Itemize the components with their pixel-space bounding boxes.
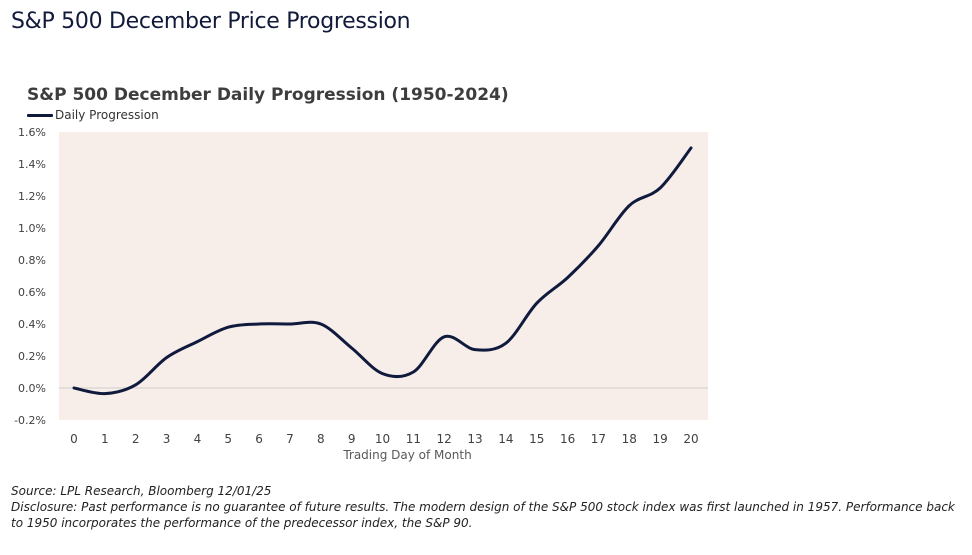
x-axis-label: Trading Day of Month [342, 448, 471, 462]
x-tick-label: 18 [622, 432, 637, 446]
x-tick-label: 15 [529, 432, 544, 446]
y-tick-label: 1.0% [18, 222, 46, 235]
source-note: Source: LPL Research, Bloomberg 12/01/25 [11, 484, 272, 498]
x-tick-label: 0 [70, 432, 78, 446]
x-tick-label: 5 [224, 432, 232, 446]
y-tick-label: 1.4% [18, 158, 46, 171]
x-tick-label: 6 [255, 432, 263, 446]
x-tick-label: 20 [683, 432, 698, 446]
y-tick-label: 1.6% [18, 126, 46, 139]
y-tick-label: 0.8% [18, 254, 46, 267]
x-tick-label: 17 [591, 432, 606, 446]
x-tick-label: 8 [317, 432, 325, 446]
x-tick-label: 2 [132, 432, 140, 446]
x-tick-label: 13 [467, 432, 482, 446]
plot-area [59, 132, 708, 420]
y-tick-label: 0.4% [18, 318, 46, 331]
disclosure-note: Disclosure: Past performance is no guara… [11, 500, 955, 530]
y-tick-label: 0.6% [18, 286, 46, 299]
x-tick-label: 9 [348, 432, 356, 446]
page-title: S&P 500 December Price Progression [11, 9, 411, 34]
x-tick-label: 16 [560, 432, 575, 446]
x-tick-label: 4 [194, 432, 202, 446]
chart-legend: Daily Progression [27, 108, 159, 122]
x-tick-label: 14 [498, 432, 513, 446]
y-tick-label: 0.0% [18, 382, 46, 395]
series-line-daily-progression [72, 146, 693, 396]
x-tick-label: 10 [375, 432, 390, 446]
y-tick-label: -0.2% [14, 414, 46, 427]
y-tick-label: 0.2% [18, 350, 46, 363]
x-tick-label: 3 [163, 432, 171, 446]
x-tick-label: 12 [437, 432, 452, 446]
legend-label: Daily Progression [55, 108, 159, 122]
legend-line-swatch [27, 113, 53, 117]
x-tick-label: 11 [406, 432, 421, 446]
y-tick-label: 1.2% [18, 190, 46, 203]
x-tick-label: 1 [101, 432, 109, 446]
x-tick-label: 19 [653, 432, 668, 446]
x-tick-label: 7 [286, 432, 294, 446]
chart-title: S&P 500 December Daily Progression (1950… [27, 85, 509, 105]
